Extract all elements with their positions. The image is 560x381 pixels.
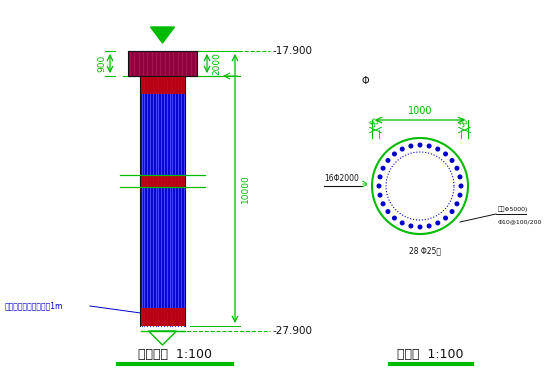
Text: 10000: 10000: [240, 174, 250, 203]
Text: 16Φ2000: 16Φ2000: [324, 173, 359, 182]
Text: 28 Φ25筋: 28 Φ25筋: [409, 246, 441, 255]
Circle shape: [400, 221, 404, 225]
Polygon shape: [151, 27, 175, 43]
Text: Φ: Φ: [361, 76, 369, 86]
Text: 900: 900: [97, 55, 106, 72]
Circle shape: [427, 224, 431, 228]
Text: 桩截面  1:100: 桩截面 1:100: [396, 348, 463, 361]
Circle shape: [393, 216, 396, 220]
Circle shape: [427, 144, 431, 148]
Text: 50: 50: [369, 116, 382, 129]
Circle shape: [381, 202, 385, 206]
Text: 箍筋Φ5000): 箍筋Φ5000): [498, 207, 529, 212]
Circle shape: [444, 152, 447, 156]
Circle shape: [455, 166, 459, 170]
Circle shape: [409, 144, 413, 148]
Bar: [128, 51, 197, 76]
Circle shape: [436, 147, 440, 151]
Text: 1000: 1000: [408, 106, 432, 116]
Bar: [140, 308, 185, 326]
Circle shape: [458, 193, 462, 197]
Text: -17.900: -17.900: [272, 46, 312, 56]
Text: -27.900: -27.900: [272, 326, 312, 336]
Circle shape: [400, 147, 404, 151]
Circle shape: [378, 193, 382, 197]
Circle shape: [377, 184, 381, 188]
Circle shape: [381, 166, 385, 170]
Circle shape: [455, 202, 459, 206]
Text: 桩立面图  1:100: 桩立面图 1:100: [138, 348, 212, 361]
Circle shape: [393, 152, 396, 156]
Circle shape: [436, 221, 440, 225]
Circle shape: [444, 216, 447, 220]
Bar: [128, 51, 197, 76]
Text: 桩底必须嵌低入中风化1m: 桩底必须嵌低入中风化1m: [5, 301, 63, 311]
Circle shape: [372, 138, 468, 234]
Circle shape: [418, 225, 422, 229]
Circle shape: [409, 224, 413, 228]
Bar: [140, 175, 185, 187]
Bar: [140, 76, 185, 326]
Circle shape: [367, 133, 473, 239]
Text: 2000: 2000: [212, 52, 222, 75]
Circle shape: [386, 210, 390, 213]
Text: 50: 50: [458, 116, 471, 129]
Circle shape: [450, 158, 454, 162]
Circle shape: [386, 158, 390, 162]
Bar: [140, 76, 185, 94]
Circle shape: [378, 175, 382, 179]
Circle shape: [459, 184, 463, 188]
Circle shape: [450, 210, 454, 213]
Circle shape: [458, 175, 462, 179]
Text: Φ10@100/200: Φ10@100/200: [498, 219, 543, 224]
Circle shape: [418, 143, 422, 147]
